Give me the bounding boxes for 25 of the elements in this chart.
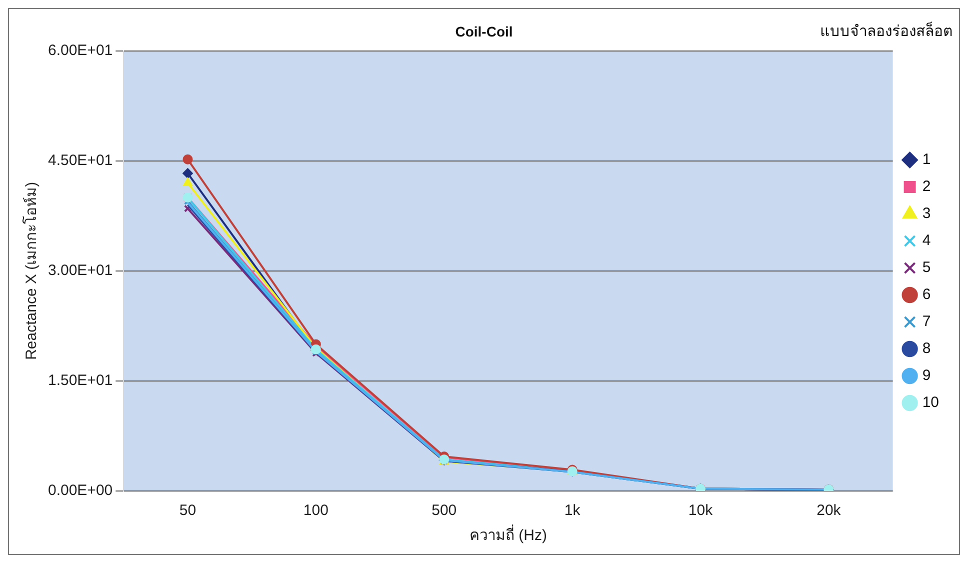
legend-label: 8	[922, 340, 931, 358]
y-axis-title: Reactance X (เมกกะโอห์ม)	[22, 182, 40, 360]
x-tick-label: 20k	[816, 502, 842, 520]
x-tick-label: 10k	[688, 502, 714, 520]
y-tick-label: 6.00E+01	[48, 42, 113, 59]
legend-label: 2	[922, 178, 931, 196]
legend-label: 4	[922, 232, 931, 250]
y-tick-label: 1.50E+01	[48, 372, 113, 390]
x-tick-label: 50	[179, 502, 196, 520]
legend-title: แบบจำลองร่องสล็อต	[820, 20, 953, 42]
x-tick-label: 100	[303, 502, 328, 520]
legend-label: 3	[922, 205, 931, 222]
legend-label: 9	[922, 367, 931, 384]
legend-label: 6	[922, 286, 931, 304]
legend-label: 10	[922, 394, 940, 412]
legend-label: 7	[922, 313, 931, 330]
x-tick-label: 1k	[564, 502, 581, 520]
x-tick-label: 500	[432, 502, 457, 520]
y-tick-label: 0.00E+00	[48, 482, 113, 500]
y-tick-label: 4.50E+01	[48, 152, 113, 169]
x-axis-title: ความถี่ (Hz)	[469, 524, 547, 544]
y-tick-label: 3.00E+01	[48, 262, 113, 280]
legend-label: 5	[922, 259, 931, 276]
chart-title: Coil-Coil	[455, 23, 513, 40]
legend-label: 1	[922, 151, 931, 168]
